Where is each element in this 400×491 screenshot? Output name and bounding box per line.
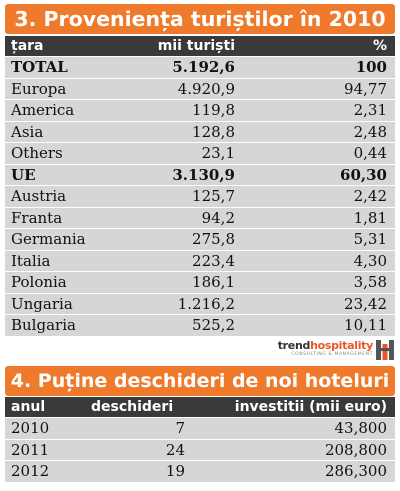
table-row: Others 23,1 0,44	[5, 143, 395, 165]
openings-cell: 24	[165, 440, 185, 459]
country-cell: Europa	[11, 79, 67, 98]
country-cell: Asia	[11, 122, 44, 141]
logo-mark-icon	[376, 340, 394, 360]
tourists-cell: 23,1	[201, 144, 235, 162]
investment-cell: 286,300	[324, 462, 387, 480]
table-row: Polonia 186,1 3,58	[5, 272, 395, 294]
openings-cell: 7	[175, 419, 185, 437]
tourists-cell: 125,7	[192, 187, 235, 205]
percent-cell: 2,42	[353, 187, 387, 205]
country-cell: Ungaria	[11, 294, 73, 313]
year-cell: 2011	[11, 440, 50, 459]
table-row: 2010 7 43,800	[5, 418, 395, 440]
percent-cell: 0,44	[353, 144, 387, 162]
table1-title: 3. Proveniența turiștilor în 2010	[5, 4, 395, 34]
country-cell: Polonia	[11, 273, 67, 291]
tourists-cell: 186,1	[192, 273, 235, 291]
tourists-cell: 94,2	[201, 208, 235, 227]
table-row: Germania 275,8 5,31	[5, 229, 395, 251]
logo-wordmark: trendhospitality	[277, 339, 374, 352]
percent-cell: 4,30	[353, 251, 387, 270]
tourists-cell: 525,2	[192, 316, 235, 334]
table-row: Asia 128,8 2,48	[5, 121, 395, 143]
logo-brand-part-b: hospitality	[310, 339, 373, 352]
header-investment: investitii (mii euro)	[234, 399, 387, 415]
table-row: 2012 19 286,300	[5, 461, 395, 483]
table-row: 2011 24 208,800	[5, 439, 395, 461]
percent-cell: 3,58	[353, 273, 387, 291]
tourists-cell: 4.920,9	[177, 79, 235, 98]
tourists-cell: 3.130,9	[172, 165, 235, 184]
percent-cell: 2,48	[353, 122, 387, 141]
tourists-cell: 275,8	[192, 230, 235, 248]
tourists-cell: 5.192,6	[172, 58, 235, 76]
percent-cell: 1,81	[353, 208, 387, 227]
table2-title: 4. Puține deschideri de noi hoteluri	[5, 366, 395, 396]
table-row: Italia 223,4 4,30	[5, 250, 395, 272]
percent-cell: 5,31	[353, 230, 387, 248]
table-row: Ungaria 1.216,2 23,42	[5, 293, 395, 315]
percent-cell: 94,77	[344, 79, 387, 98]
table-row: Bulgaria 525,2 10,11	[5, 315, 395, 337]
tourists-cell: 119,8	[192, 101, 235, 119]
percent-cell: 10,11	[344, 316, 387, 334]
percent-cell: 100	[355, 58, 387, 76]
table1-header-row: țara mii turiști %	[5, 36, 395, 56]
country-cell: Bulgaria	[11, 316, 76, 334]
tourists-cell: 223,4	[192, 251, 235, 270]
header-percent: %	[372, 38, 387, 54]
country-cell: Franta	[11, 208, 63, 227]
country-cell: America	[11, 101, 75, 119]
table-row: America 119,8 2,31	[5, 100, 395, 122]
table-row: Franta 94,2 1,81	[5, 207, 395, 229]
openings-cell: 19	[165, 462, 185, 480]
table-row: Austria 125,7 2,42	[5, 186, 395, 208]
header-country: țara	[11, 38, 44, 54]
percent-cell: 60,30	[340, 165, 387, 184]
year-cell: 2012	[11, 462, 50, 480]
investment-cell: 208,800	[324, 440, 387, 459]
logo-brand-part-a: trend	[277, 339, 311, 352]
table-row: Europa 4.920,9 94,77	[5, 78, 395, 100]
country-cell: Germania	[11, 230, 86, 248]
country-cell: Others	[11, 144, 63, 162]
year-cell: 2010	[11, 419, 50, 437]
table2-body: 2010 7 43,800 2011 24 208,800 2012 19 286,300	[5, 418, 395, 483]
table-row: UE 3.130,9 60,30	[5, 164, 395, 186]
country-cell: Austria	[11, 187, 67, 205]
logo-tagline: CONSULTING & MANAGEMENT	[291, 352, 373, 357]
percent-cell: 2,31	[353, 101, 387, 119]
table2-header-row: anul deschideri investitii (mii euro)	[5, 397, 395, 417]
percent-cell: 23,42	[344, 294, 387, 313]
header-thousand-tourists: mii turiști	[157, 38, 235, 54]
header-openings: deschideri	[91, 399, 174, 415]
table1-body: TOTAL 5.192,6 100 Europa 4.920,9 94,77 America…	[5, 57, 395, 337]
trendhospitality-logo: trendhospitality CONSULTING & MANAGEMENT	[278, 340, 394, 362]
tourists-cell: 1.216,2	[177, 294, 235, 313]
tourists-cell: 128,8	[192, 122, 235, 141]
investment-cell: 43,800	[334, 419, 388, 437]
header-year: anul	[11, 399, 46, 415]
table-row: TOTAL 5.192,6 100	[5, 57, 395, 79]
country-cell: Italia	[11, 251, 51, 270]
country-cell: TOTAL	[11, 58, 68, 76]
country-cell: UE	[11, 165, 36, 184]
